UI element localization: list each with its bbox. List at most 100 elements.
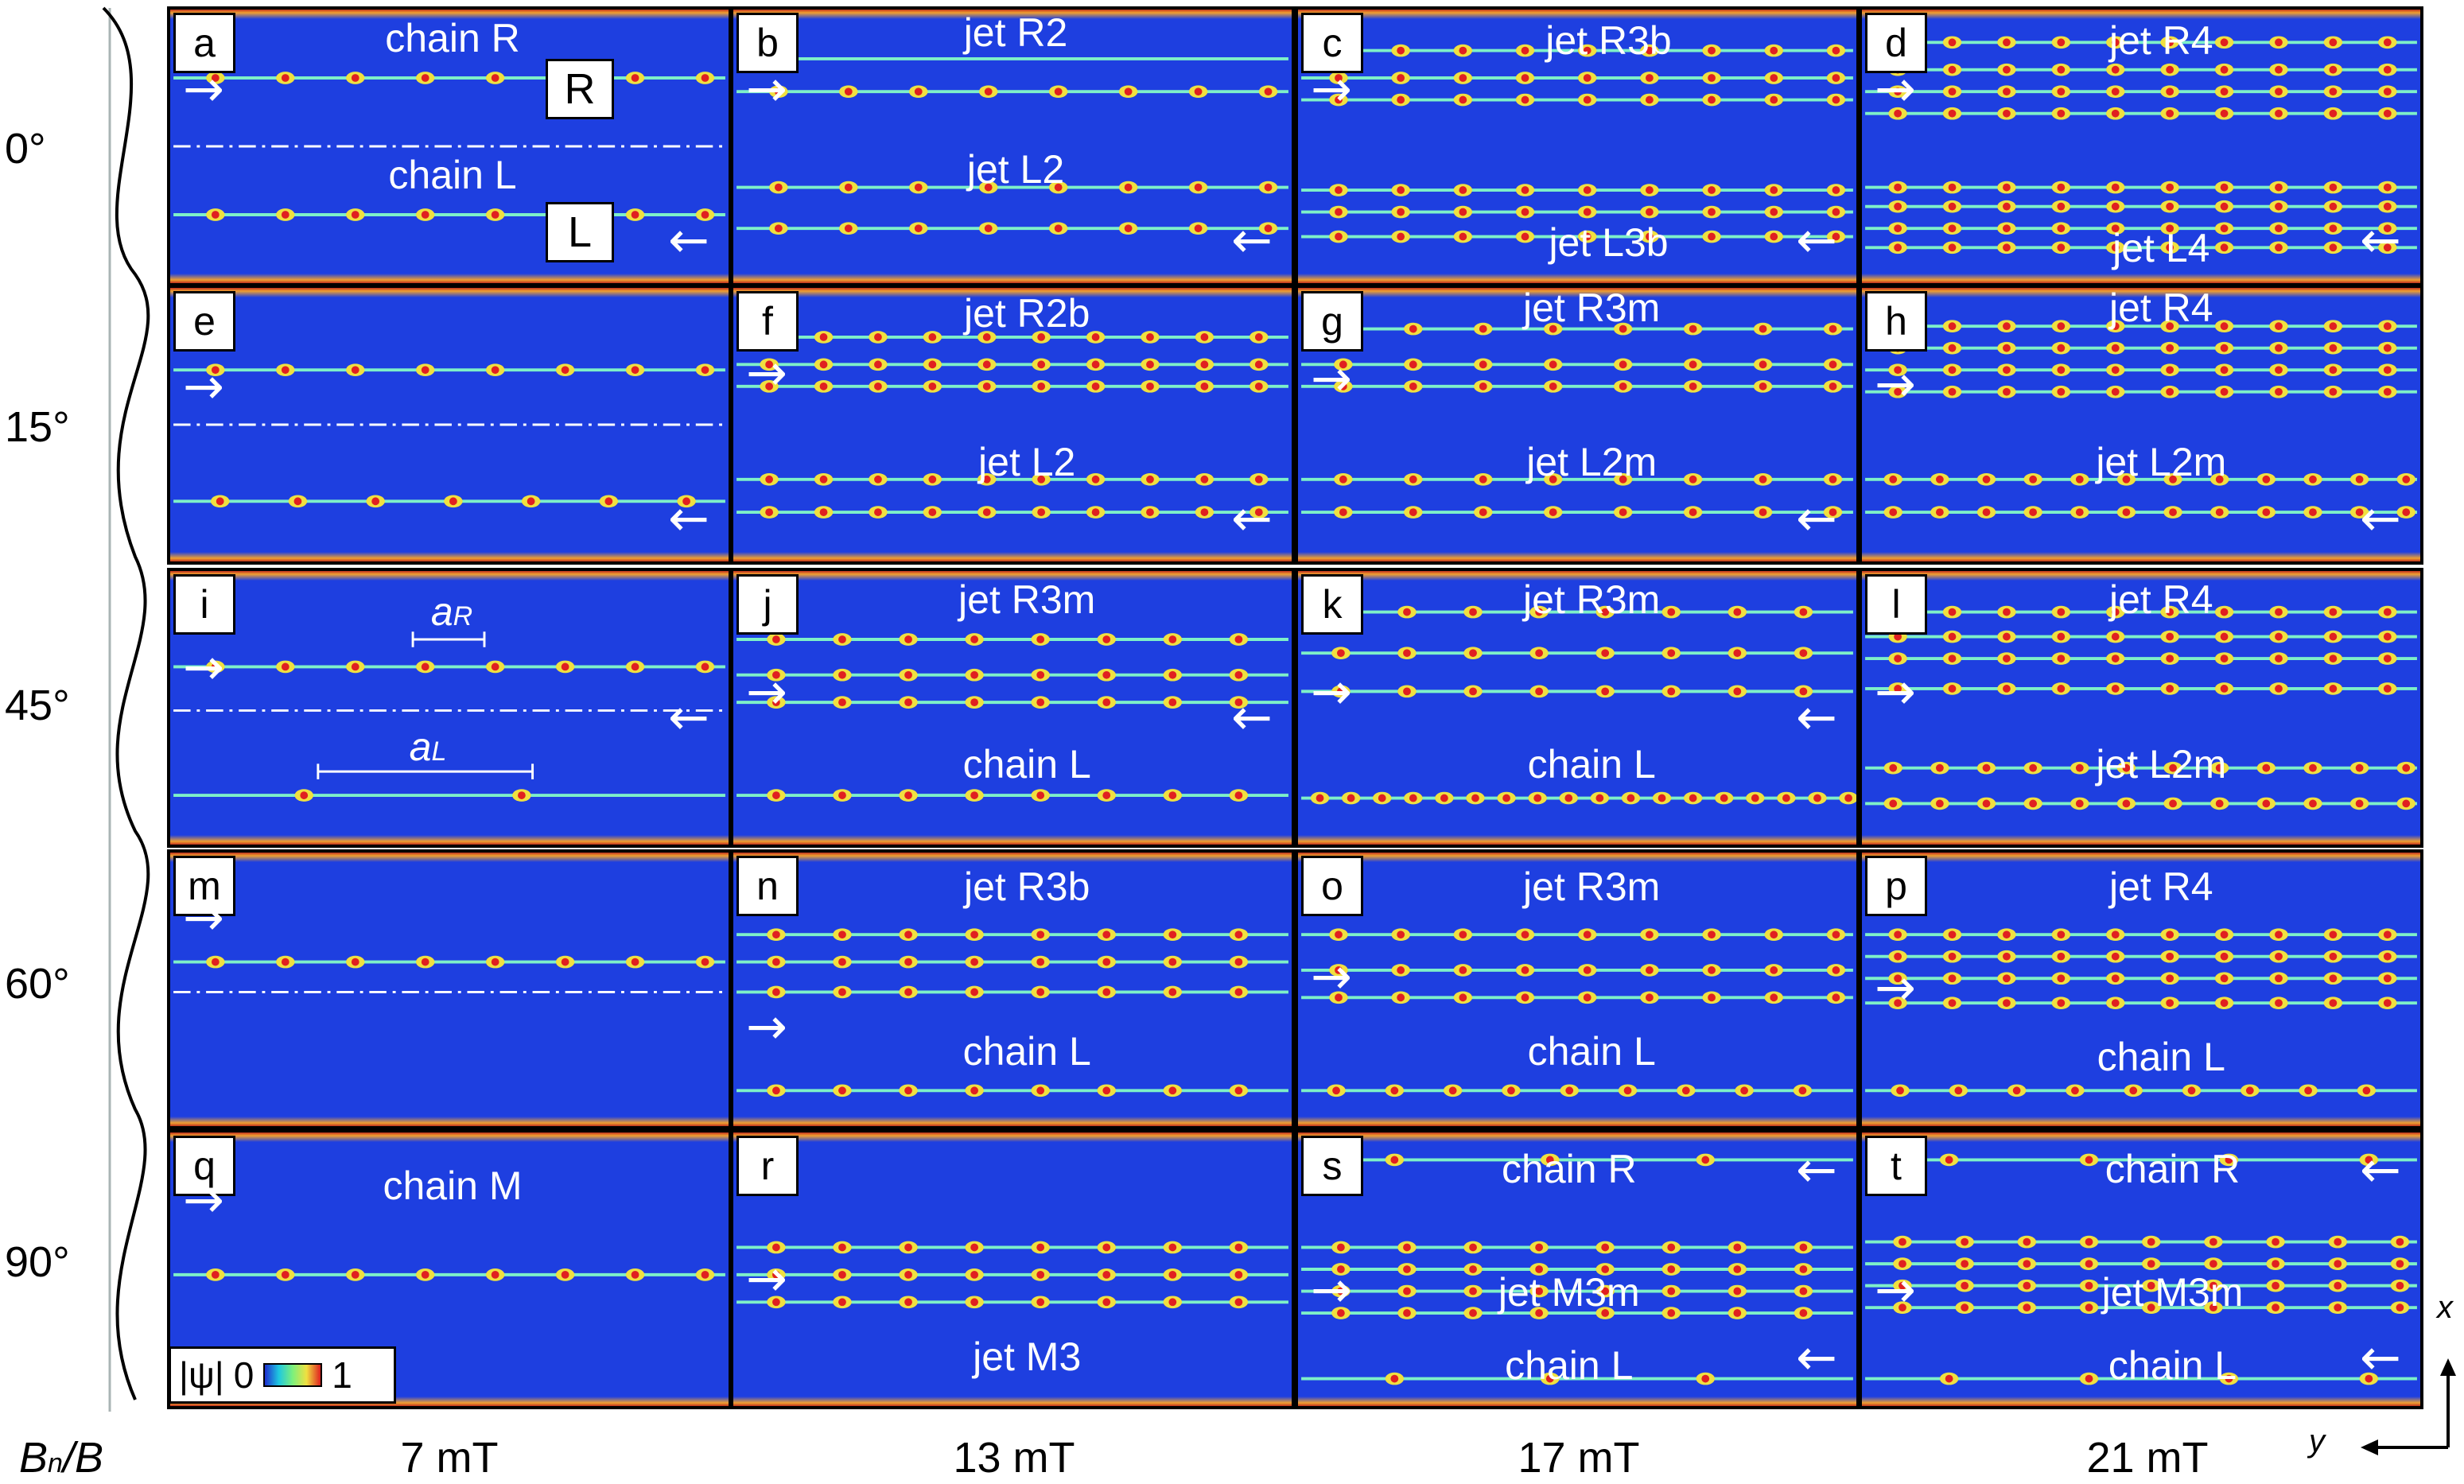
vortex-core	[1390, 1374, 1399, 1383]
vortex-core	[1770, 46, 1778, 55]
vortex-core	[2085, 1260, 2093, 1268]
vortex-core	[1894, 930, 1902, 939]
vortex-core	[2111, 38, 2120, 47]
side-label-l: L	[546, 202, 614, 262]
panel-letter: t	[1865, 1136, 1927, 1196]
vortex-core	[1832, 930, 1840, 939]
vortex-core	[2111, 387, 2120, 396]
vortex-core	[2057, 87, 2066, 96]
vortex-core	[1200, 360, 1209, 369]
vortex-core	[293, 497, 302, 506]
vortex-core	[2169, 475, 2177, 484]
vortex-core	[2383, 952, 2392, 961]
vortex-core	[1168, 635, 1177, 643]
right-arrow-icon: →	[746, 997, 787, 1056]
right-arrow-icon: →	[1875, 59, 1916, 118]
vortex-core	[2209, 1260, 2217, 1268]
field-map	[736, 928, 1288, 1097]
vortex-core	[928, 382, 937, 390]
vortex-core	[1982, 508, 1991, 516]
right-arrow-icon: →	[183, 888, 224, 946]
vortex-core	[838, 958, 846, 966]
vortex-core	[1316, 794, 1324, 802]
vortex-core	[904, 635, 912, 643]
panel-label: chain M	[383, 1164, 523, 1209]
vortex-core	[1948, 608, 1957, 616]
vortex-core	[701, 958, 709, 966]
vortex-core	[2220, 109, 2229, 118]
panel-letter: m	[173, 856, 235, 916]
vortex-core	[2383, 655, 2392, 662]
vortex-core	[2075, 763, 2084, 772]
vortex-core	[449, 497, 457, 506]
panel-label: chain R	[2105, 1147, 2241, 1192]
vortex-core	[1549, 508, 1557, 516]
right-arrow-icon: →	[746, 662, 787, 721]
vortex-core	[1646, 186, 1654, 194]
vortex-core	[1234, 1298, 1243, 1307]
panel-h: h jet R4 jet L2m → ←	[1859, 285, 2423, 565]
vortex-core	[2111, 243, 2120, 252]
vortex-core	[1337, 1287, 1345, 1296]
vortex-core	[281, 1270, 290, 1279]
vortex-core	[281, 662, 290, 671]
vortex-core	[1168, 670, 1177, 679]
left-arrow-icon: ←	[1796, 1140, 1837, 1198]
vortex-core	[2169, 799, 2177, 808]
vortex-core	[518, 791, 526, 799]
vortex-core	[2329, 685, 2338, 693]
vortex-core	[1626, 794, 1635, 802]
vortex-core	[2166, 632, 2174, 641]
vortex-core	[1469, 1287, 1477, 1296]
vortex-core	[2275, 224, 2283, 233]
vortex-core	[2003, 109, 2011, 118]
vortex-core	[2209, 1303, 2217, 1312]
vortex-core	[774, 183, 783, 192]
vortex-core	[2262, 475, 2271, 484]
vortex-core	[1335, 993, 1343, 1002]
vortex-core	[2329, 344, 2338, 352]
vortex-core	[2166, 183, 2174, 192]
vortex-core	[1335, 966, 1343, 974]
vortex-core	[1889, 763, 1898, 772]
vortex-core	[2220, 632, 2229, 641]
vortex-core	[2329, 632, 2338, 641]
vortex-core	[2003, 366, 2011, 375]
vortex-core	[1667, 1287, 1676, 1296]
vortex-core	[2187, 1086, 2196, 1095]
vortex-core	[1521, 95, 1529, 104]
vortex-core	[1948, 387, 1957, 396]
vortex-core	[1459, 46, 1467, 55]
panel-label: chain R	[385, 15, 520, 60]
legend-min: 0	[233, 1354, 255, 1396]
vortex-core	[216, 497, 224, 506]
vortex-core	[984, 183, 993, 192]
vortex-core	[2220, 387, 2229, 396]
vortex-core	[2220, 655, 2229, 662]
vortex-core	[2329, 109, 2338, 118]
vortex-core	[561, 662, 569, 671]
vortex-core	[1844, 794, 1852, 802]
vortex-core	[1168, 930, 1177, 939]
vortex-core	[2220, 608, 2229, 616]
vortex-core	[2383, 366, 2392, 375]
right-arrow-icon: →	[1311, 59, 1352, 118]
vortex-core	[1646, 232, 1654, 241]
vortex-core	[1595, 794, 1604, 802]
vortex-core	[2396, 1237, 2404, 1246]
vortex-core	[1936, 508, 1944, 516]
panel-letter: k	[1301, 574, 1363, 635]
vortex-core	[1335, 232, 1343, 241]
vortex-core	[2209, 1237, 2217, 1246]
vortex-core	[1646, 930, 1654, 939]
vortex-core	[1194, 224, 1203, 233]
vortex-core	[2275, 632, 2283, 641]
axis-arrows	[2361, 1358, 2456, 1455]
row-label-90: 90°	[5, 1238, 70, 1286]
vortex-core	[1733, 1287, 1742, 1296]
panel-letter: n	[736, 856, 799, 916]
vortex-core	[1124, 183, 1133, 192]
vortex-core	[1397, 74, 1405, 82]
vortex-core	[1889, 508, 1898, 516]
panel-label: jet R2	[963, 10, 1068, 55]
